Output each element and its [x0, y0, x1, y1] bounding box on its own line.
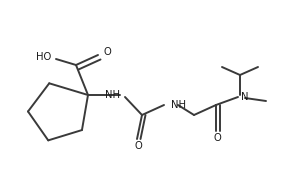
Text: NH: NH [171, 100, 186, 110]
Text: HO: HO [36, 52, 51, 62]
Text: O: O [104, 47, 112, 57]
Text: N: N [241, 92, 249, 102]
Text: O: O [134, 141, 142, 151]
Text: NH: NH [105, 90, 119, 100]
Text: O: O [213, 133, 221, 143]
